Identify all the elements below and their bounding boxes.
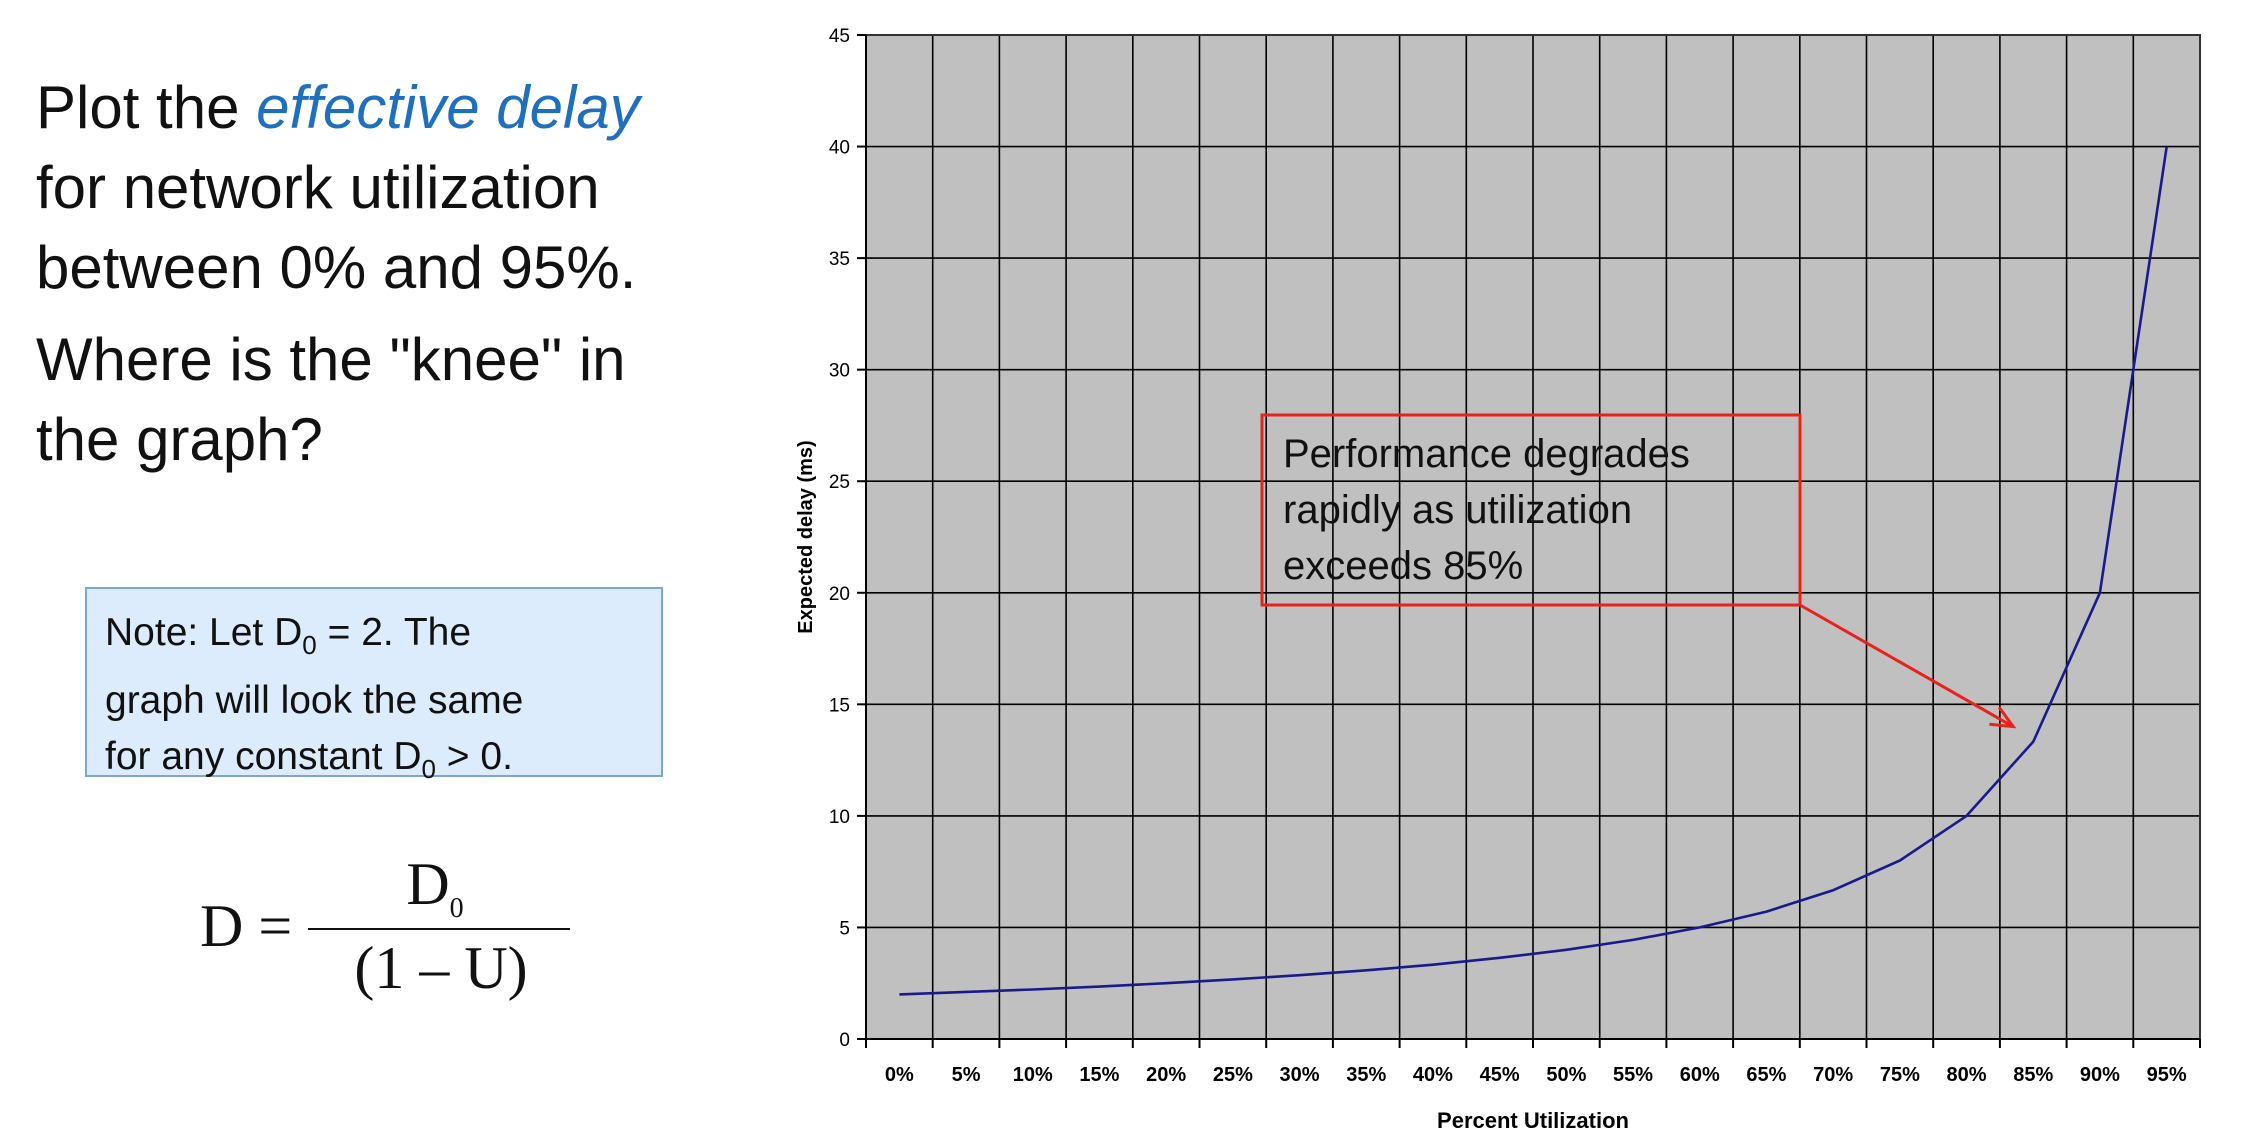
y-tick-label: 35 [829,249,850,270]
x-tick-label: 0% [885,1064,914,1086]
slide-text: Plot the effective delay for network uti… [36,68,796,480]
x-tick-label: 75% [1880,1064,1920,1086]
x-tick-label: 95% [2147,1064,2187,1086]
y-tick-label: 20 [829,584,850,605]
y-tick-label: 30 [829,361,850,382]
x-tick-label: 15% [1079,1064,1119,1086]
x-tick-label: 80% [1947,1064,1987,1086]
axis-ticks: 0 5 10 15 20 25 30 35 40 45 0% 5% 10% 15% 20% 25% 30% 35%… [829,26,2201,1086]
callout-text-line: Performance degrades [1283,432,1690,476]
slide-heading-question-1: Plot the effective delay for network uti… [36,68,796,308]
series-layer [899,146,2168,996]
x-tick-label: 65% [1746,1064,1786,1086]
y-tick-label: 15 [829,695,850,716]
x-tick-label: 25% [1213,1064,1253,1086]
x-tick-label: 50% [1546,1064,1586,1086]
formula-lhs: D = [200,893,293,959]
heading-2-line-1: Where is the "knee" in [36,326,626,393]
y-tick-label: 25 [829,472,850,493]
note-line-1-text: Note: Let D [105,611,303,654]
x-tick-label: 5% [952,1064,981,1086]
x-tick-label: 55% [1613,1064,1653,1086]
callout-arrowhead [1989,706,2017,729]
x-tick-label: 35% [1346,1064,1386,1086]
note-subscript: 0 [302,629,317,660]
y-axis-title: Expected delay (ms) [795,440,817,633]
note-line-1: Note: Let D0 = 2. The [105,605,661,673]
note-line-3-text: for any constant D [105,734,422,778]
formula-numerator: D0 [350,850,520,925]
x-axis-title: Percent Utilization [1437,1108,1629,1133]
heading-1-line-3: between 0% and 95%. [36,234,637,301]
x-tick-label: 45% [1480,1064,1520,1086]
note-box: Note: Let D0 = 2. The graph will look th… [85,587,663,784]
callout-arrow [1799,603,2014,728]
callout-text-line: exceeds 85% [1283,544,1523,588]
formula-fraction-bar [308,928,570,930]
heading-1-plain: Plot the [36,74,257,141]
y-tick-label: 0 [839,1030,850,1051]
y-tick-label: 10 [829,807,850,828]
note-line-2: graph will look the same [105,678,524,722]
x-tick-label: 60% [1680,1064,1720,1086]
x-tick-label: 90% [2080,1064,2120,1086]
y-tick-label: 45 [829,26,850,47]
heading-1-emphasis: effective delay [256,74,640,141]
note-line-3-after: > 0. [435,734,513,778]
x-tick-label: 20% [1146,1064,1186,1086]
note-line-1-after: = 2. The [316,611,472,654]
callout-text-line: rapidly as utilization [1283,488,1632,532]
slide-heading-question-2: Where is the "knee" in the graph? [36,320,796,480]
y-tick-label: 40 [829,138,850,159]
gridlines [866,34,2200,1039]
heading-2-line-2: the graph? [36,406,323,473]
note-line-3: for any constant D0 > 0. [105,729,661,797]
callout-layer: Performance degrades rapidly as utilizati… [1260,413,2017,729]
formula-numerator-symbol: D [406,851,450,917]
x-tick-label: 30% [1280,1064,1320,1086]
note-line-3-subscript: 0 [421,753,436,784]
x-tick-label: 85% [2013,1064,2053,1086]
x-tick-label: 70% [1813,1064,1853,1086]
y-tick-label: 5 [839,918,850,939]
series-line [899,146,2168,996]
x-tick-label: 40% [1413,1064,1453,1086]
callout-box [1260,413,1802,607]
heading-1-line-2: for network utilization [36,154,600,221]
formula-denominator: (1 – U) [354,935,528,1001]
formula-numerator-subscript: 0 [449,893,464,924]
x-tick-label: 10% [1013,1064,1053,1086]
